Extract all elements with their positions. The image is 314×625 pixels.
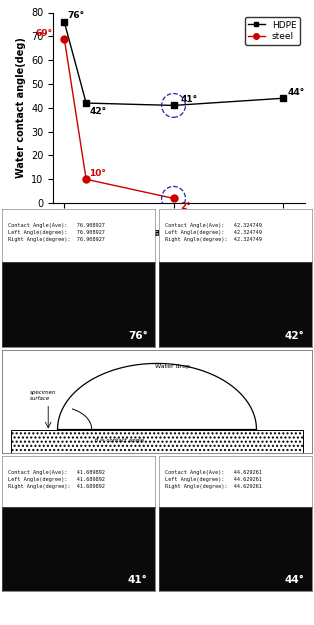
HDPE: [84, 99, 88, 107]
Bar: [11, 431, 303, 453]
Text: specimen
surface: specimen surface: [30, 390, 56, 401]
Text: Contact Angle(Ave):   42.324749
Left Angle(degree):   42.324749
Right Angle(degr: Contact Angle(Ave): 42.324749 Left Angle…: [165, 223, 262, 243]
Text: 42°: 42°: [285, 331, 305, 341]
Legend: HDPE, steel: HDPE, steel: [245, 17, 300, 45]
Text: 42°: 42°: [89, 107, 106, 116]
Text: Contact Angle(Ave):   76.908927
Left Angle(degree):   76.908927
Right Angle(degr: Contact Angle(Ave): 76.908927 Left Angle…: [8, 223, 105, 243]
Line: steel: steel: [61, 35, 177, 202]
Y-axis label: Water contact angle(deg): Water contact angle(deg): [16, 38, 26, 178]
Text: 69°: 69°: [36, 29, 53, 38]
Text: 44°: 44°: [285, 575, 305, 585]
X-axis label: Modification time(min): Modification time(min): [107, 228, 251, 238]
steel: [62, 35, 66, 42]
HDPE: [62, 18, 66, 26]
Text: 44°: 44°: [287, 88, 304, 97]
Text: 10°: 10°: [89, 169, 106, 179]
HDPE: [172, 102, 176, 109]
Text: Contact Angle(Ave):   41.689892
Left Angle(degree):   41.689892
Right Angle(degr: Contact Angle(Ave): 41.689892 Left Angle…: [8, 470, 105, 489]
steel: [84, 176, 88, 183]
Text: 2°: 2°: [180, 202, 191, 211]
HDPE: [281, 94, 284, 102]
Text: θ = contact angle: θ = contact angle: [95, 438, 144, 443]
Text: 76°: 76°: [68, 11, 85, 21]
Text: 41°: 41°: [180, 95, 197, 104]
Line: HDPE: HDPE: [62, 19, 285, 108]
Text: Water drop: Water drop: [155, 364, 190, 369]
steel: [172, 194, 176, 202]
Text: Contact Angle(Ave):   44.629261
Left Angle(degree):   44.629261
Right Angle(degr: Contact Angle(Ave): 44.629261 Left Angle…: [165, 470, 262, 489]
Text: 41°: 41°: [128, 575, 148, 585]
Text: 76°: 76°: [128, 331, 148, 341]
